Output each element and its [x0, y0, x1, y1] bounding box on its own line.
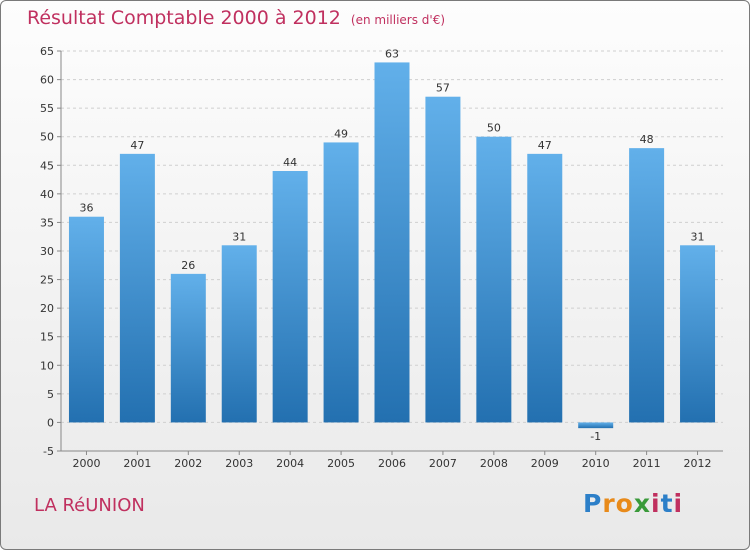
x-tick-labels: 2000 2001 2002 2003 2004 2005 2006 2007 2008 2009…	[72, 457, 711, 470]
logo-letter: P	[583, 489, 603, 518]
bar	[629, 148, 665, 423]
data-label: 31	[691, 230, 705, 243]
data-label: 26	[181, 259, 195, 272]
bar	[170, 273, 206, 423]
logo-letter: t	[660, 489, 674, 518]
x-tick-label: 2002	[174, 457, 202, 470]
y-tick-labels: -5 0 5 10 15 20 25 30 35 40 45 50 55 60 65	[40, 45, 54, 458]
y-tick-label: 15	[40, 331, 54, 344]
x-tick-label: 2010	[582, 457, 610, 470]
y-tick-label: 40	[40, 188, 54, 201]
x-tick-label: 2000	[72, 457, 100, 470]
x-tick-label: 2005	[327, 457, 355, 470]
data-label: 49	[334, 127, 348, 140]
logo-letter: i	[673, 489, 684, 518]
y-tick-label: 25	[40, 274, 54, 287]
y-tick-label: 50	[40, 131, 54, 144]
y-tick-label: 30	[40, 245, 54, 258]
y-tick-label: 20	[40, 302, 54, 315]
proxiti-logo[interactable]: Proxiti	[583, 489, 683, 518]
y-tick-label: 5	[47, 388, 54, 401]
bars	[68, 62, 716, 429]
data-label: 57	[436, 82, 450, 95]
bar	[527, 153, 563, 423]
y-tick-label: 10	[40, 359, 54, 372]
bar	[68, 216, 104, 423]
data-label: 48	[640, 133, 654, 146]
logo-letter: r	[602, 489, 616, 518]
x-tick-label: 2007	[429, 457, 457, 470]
data-labels: 36 47 26 31 44 49 63 57 50 47 -1 48 31	[79, 47, 704, 443]
logo-letter: i	[651, 489, 661, 518]
data-label: 36	[79, 202, 93, 215]
y-tick-label: 45	[40, 159, 54, 172]
y-tick-label: 35	[40, 216, 54, 229]
bar	[374, 62, 410, 423]
y-tick-label: 0	[47, 416, 54, 429]
bar	[119, 153, 155, 423]
bar	[578, 422, 614, 429]
x-tick-label: 2006	[378, 457, 406, 470]
bar	[272, 171, 308, 423]
x-tick-label: 2004	[276, 457, 304, 470]
title-text: Résultat Comptable 2000 à 2012	[27, 7, 341, 29]
logo-letter: x	[633, 489, 651, 518]
data-label: 31	[232, 230, 246, 243]
y-tick-label: 55	[40, 102, 54, 115]
chart-title: Résultat Comptable 2000 à 2012 (en millie…	[27, 7, 445, 29]
data-label: 44	[283, 156, 297, 169]
y-tick-label: 60	[40, 74, 54, 87]
x-tick-label: 2009	[531, 457, 559, 470]
bar	[476, 136, 512, 423]
bar	[425, 96, 461, 423]
bar	[221, 245, 257, 423]
bar	[680, 245, 716, 423]
subtitle-text: (en milliers d'€)	[350, 13, 446, 27]
axes	[57, 50, 723, 455]
logo-letter: o	[615, 489, 634, 518]
data-label: 47	[130, 139, 144, 152]
x-tick-label: 2003	[225, 457, 253, 470]
x-tick-label: 2011	[633, 457, 661, 470]
y-tick-label: 65	[40, 45, 54, 58]
data-label: 63	[385, 47, 399, 60]
data-label: 47	[538, 139, 552, 152]
data-label: -1	[590, 430, 601, 443]
x-tick-label: 2008	[480, 457, 508, 470]
data-label: 50	[487, 122, 501, 135]
x-tick-label: 2012	[684, 457, 712, 470]
y-tick-label: -5	[43, 445, 54, 458]
location-label: LA RéUNION	[34, 495, 145, 516]
bar	[323, 142, 359, 423]
x-tick-label: 2001	[123, 457, 151, 470]
